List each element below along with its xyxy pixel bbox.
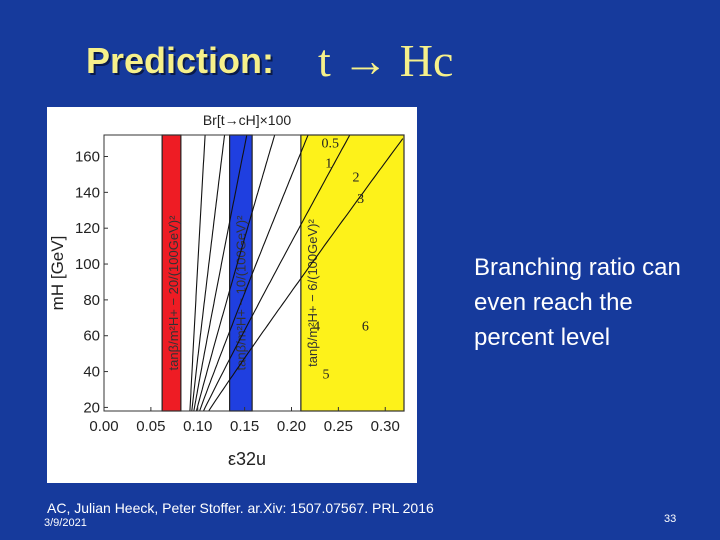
contour-label-1: 1 — [325, 156, 332, 171]
contour-label-6: 6 — [362, 319, 369, 334]
contour-line-2 — [193, 134, 248, 412]
contour-plot: Br[t→cH]×100 tanβ/m²H+ − 20/(100GeV)² tan… — [47, 107, 417, 483]
y-tick-label-7: 160 — [75, 149, 100, 166]
slide-date: 3/9/2021 — [44, 517, 87, 529]
slide-title: Prediction: — [86, 40, 275, 81]
x-tick-label-5: 0.25 — [324, 418, 353, 435]
plot-canvas: Br[t→cH]×100 tanβ/m²H+ − 20/(100GeV)² tan… — [48, 112, 405, 469]
y-tick-label-1: 40 — [83, 364, 100, 381]
y-tick-label-5: 120 — [75, 220, 100, 237]
y-tick-label-4: 100 — [75, 256, 100, 273]
branching-ratio-note: Branching ratio can even reach the perce… — [474, 254, 681, 351]
citation: AC, Julian Heeck, Peter Stoffer. ar.Xiv:… — [47, 500, 434, 516]
contour-line-6 — [208, 138, 404, 412]
x-tick-label-2: 0.10 — [183, 418, 212, 435]
x-tick-label-1: 0.05 — [136, 418, 165, 435]
x-tick-label-4: 0.20 — [277, 418, 306, 435]
contour-line-1 — [191, 134, 226, 412]
band-label-1: tanβ/m²H+ − 10/(100GeV)² — [234, 215, 249, 371]
x-tick-label-3: 0.15 — [230, 418, 259, 435]
chart-title: Br[t→cH]×100 — [203, 112, 292, 128]
x-tick-label-0: 0.00 — [89, 418, 118, 435]
contour-label-3: 3 — [357, 192, 364, 207]
contour-line-3 — [195, 134, 276, 412]
band-label-0: tanβ/m²H+ − 20/(100GeV)² — [166, 215, 181, 371]
y-axis-label: mH [GeV] — [48, 236, 67, 311]
y-tick-label-3: 80 — [83, 292, 100, 309]
plot-frame — [103, 134, 405, 412]
x-tick-label-6: 0.30 — [371, 418, 400, 435]
x-axis-label: ε32u — [228, 449, 266, 469]
y-tick-label-2: 60 — [83, 328, 100, 345]
contour-label-5: 5 — [322, 368, 329, 383]
contour-label-2: 2 — [352, 171, 359, 186]
contour-line-5 — [203, 134, 351, 412]
y-tick-label-6: 140 — [75, 184, 100, 201]
band-label-2: tanβ/m²H+ − 6/(100GeV)² — [305, 219, 320, 367]
y-tick-label-0: 20 — [83, 399, 100, 416]
page-number: 33 — [664, 513, 677, 525]
contour-line-0 — [189, 134, 206, 412]
contour-label-0: 0.5 — [322, 137, 340, 152]
decay-formula: t → Hc — [318, 35, 454, 86]
contour-label-4: 4 — [313, 319, 320, 334]
contour-line-4 — [199, 134, 309, 412]
